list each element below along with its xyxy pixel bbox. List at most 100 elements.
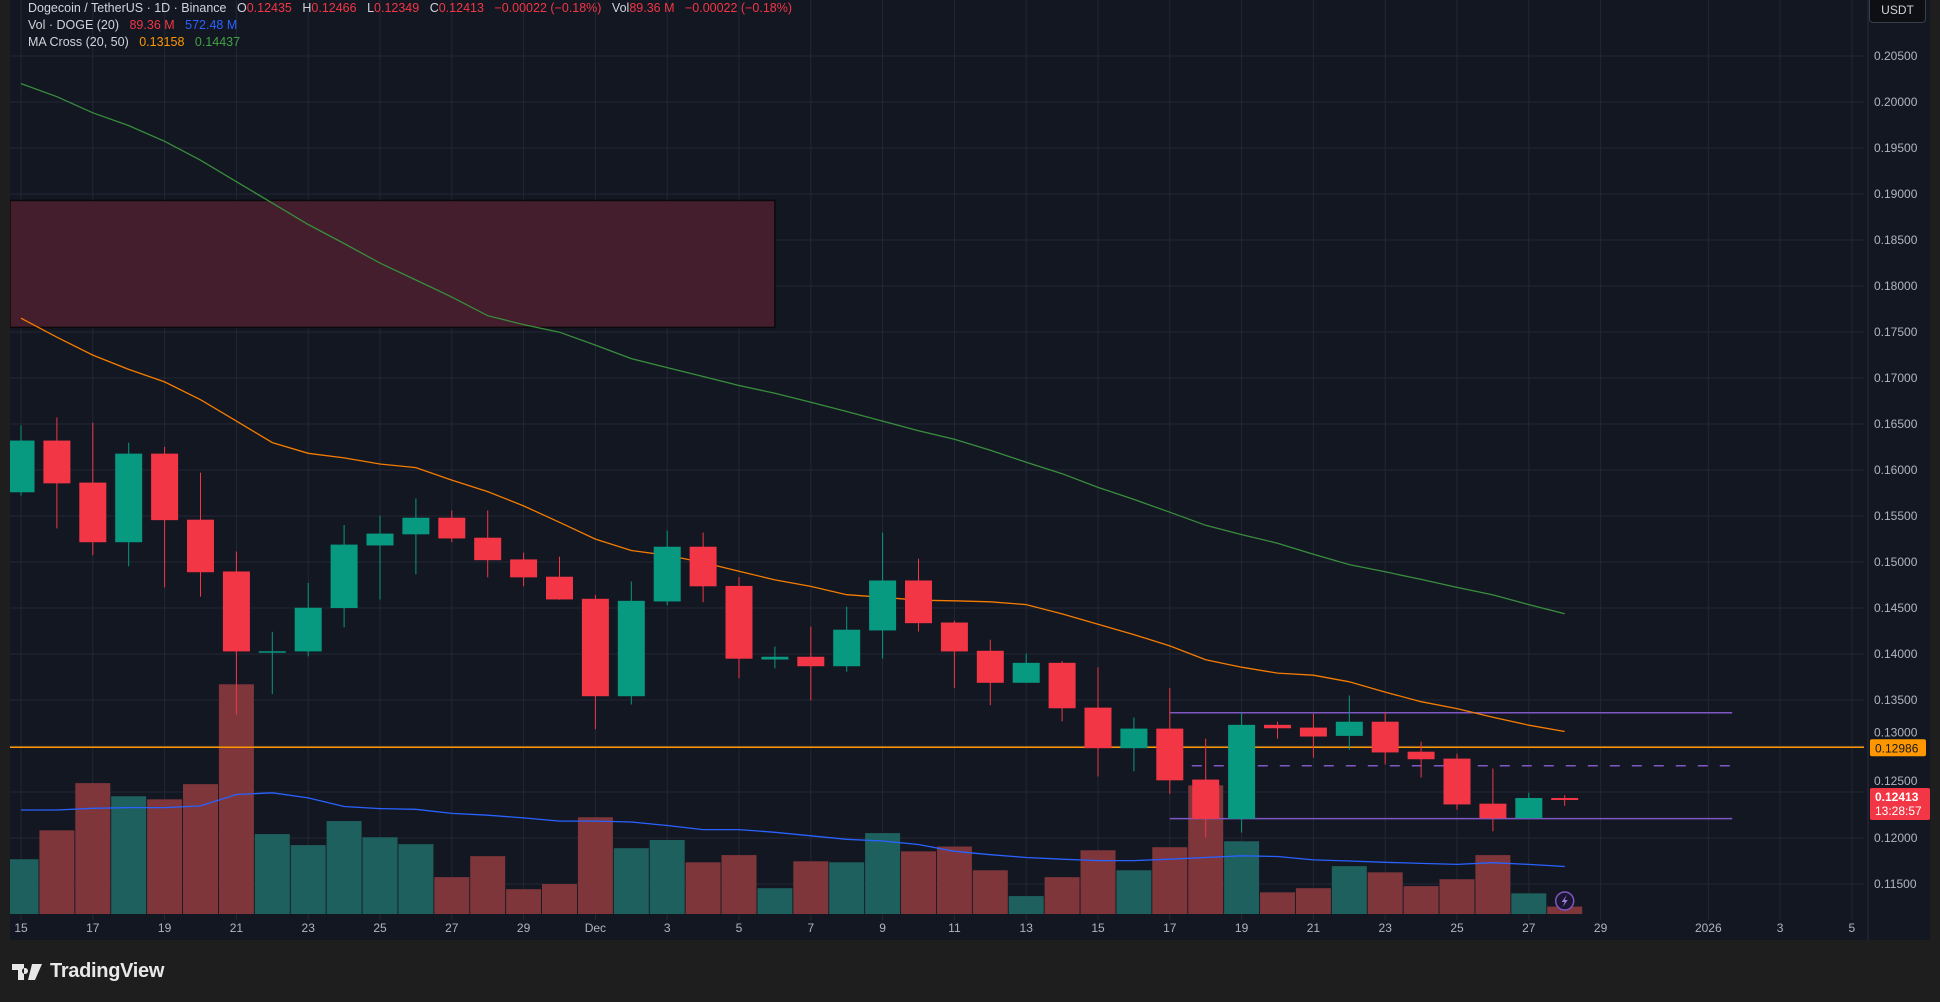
candle [761, 646, 789, 669]
candle-body [79, 482, 107, 543]
volume-bar [1331, 866, 1367, 914]
candle-body [1335, 721, 1363, 736]
volume-bar [829, 862, 865, 914]
volume-bar [111, 796, 147, 914]
candle [294, 582, 322, 657]
volume-bar [1260, 892, 1295, 914]
volume-bar [577, 817, 613, 914]
candle-body [1551, 797, 1579, 801]
volume-bar [1439, 879, 1475, 914]
open-label: O [236, 1, 247, 15]
time-tick-label: 15 [1091, 921, 1105, 935]
time-tick-label: 11 [948, 921, 961, 935]
candle-body [1264, 724, 1291, 729]
countdown-timer: 13:28:57 [1875, 804, 1922, 818]
candle [222, 551, 250, 715]
volume-bar [793, 861, 829, 914]
candle-body [905, 580, 932, 624]
price-tick-label: 0.20500 [1874, 49, 1918, 63]
time-tick-label: 29 [517, 921, 531, 935]
lightning-glyph [1561, 895, 1568, 907]
candle-body [581, 598, 609, 697]
price-tick-label: 0.18000 [1874, 279, 1918, 293]
price-tick-label: 0.18500 [1874, 233, 1918, 247]
ma-cross-title[interactable]: MA Cross (20, 50) [28, 35, 129, 49]
time-tick-label: 7 [807, 921, 814, 935]
volume-indicator-value: 89.36 M [129, 18, 175, 32]
price-tick-label: 0.17500 [1874, 325, 1918, 339]
tradingview-logo[interactable]: TradingView [12, 960, 164, 983]
volume-bar [254, 834, 290, 914]
time-tick-label: 23 [1379, 921, 1393, 935]
candle-body [833, 629, 861, 667]
time-tick-label: 5 [736, 921, 743, 935]
time-tick-label: 9 [879, 921, 886, 935]
candle-body [294, 607, 322, 652]
time-tick-label: 19 [158, 921, 172, 935]
volume-change-value: −0.00022 (−0.18%) [684, 1, 792, 15]
price-tick-label: 0.16000 [1874, 463, 1918, 477]
volume-indicator-title[interactable]: Vol · DOGE (20) [28, 18, 119, 32]
candle-body [976, 650, 1004, 683]
candle [79, 422, 107, 556]
volume-bar [506, 889, 542, 914]
candle [1479, 768, 1507, 832]
candle [258, 631, 286, 695]
volume-label: Vol [611, 1, 630, 15]
candle [151, 446, 179, 588]
price-tick-label: 0.20000 [1874, 95, 1918, 109]
ma20-value: 0.13158 [139, 35, 185, 49]
time-tick-label: 17 [86, 921, 100, 935]
candle-body [1048, 662, 1076, 709]
candle-body [43, 440, 71, 484]
time-tick-label: 25 [1450, 921, 1464, 935]
ma50-value: 0.14437 [194, 35, 241, 49]
candle [1299, 713, 1327, 758]
volume-bar [39, 830, 75, 914]
currency-button[interactable]: USDT [1869, 0, 1926, 23]
ma20-line [20, 317, 1565, 733]
volume-ma-value: 572.48 M [185, 18, 238, 32]
price-axis-background [1870, 0, 1930, 925]
candle [366, 515, 394, 600]
candle [869, 532, 897, 659]
volume-bar [1511, 893, 1547, 914]
volume-bar [434, 877, 470, 914]
horizontal-level-label-bg [1870, 739, 1926, 757]
candle-body [1228, 724, 1256, 819]
symbol-title[interactable]: Dogecoin / TetherUS · 1D · Binance [28, 1, 227, 15]
high-value: 0.12466 [311, 1, 357, 15]
price-chart[interactable]: 0.20500 0.20000 0.19500 0.19000 0.18500 0.180… [10, 0, 1930, 940]
symbol-legend[interactable]: Dogecoin / TetherUS · 1D · Binance O 0.12… [28, 1, 792, 16]
volume-bar [1295, 888, 1331, 914]
volume-bar [685, 862, 721, 914]
time-tick-label: 17 [1163, 921, 1177, 935]
candle [1551, 795, 1579, 806]
chart-panel[interactable]: 0.20500 0.20000 0.19500 0.19000 0.18500 0.180… [10, 0, 1930, 940]
candle-body [869, 580, 897, 631]
candle [1012, 653, 1040, 683]
candle [1515, 792, 1543, 819]
volume-bar [290, 845, 326, 914]
candle [1335, 695, 1363, 750]
volume-bar [1224, 841, 1260, 914]
candle [1228, 712, 1256, 833]
ma-cross-legend[interactable]: MA Cross (20, 50) 0.13158 0.14437 [28, 35, 240, 50]
candle-body [10, 440, 35, 493]
candle-body [1443, 758, 1471, 805]
candle-body [438, 517, 466, 539]
volume-bar [1116, 870, 1152, 914]
volume-bar [362, 837, 398, 914]
candle-body [115, 453, 143, 543]
candle-body [187, 519, 214, 573]
volume-bar [10, 859, 39, 914]
price-tick-label: 0.11500 [1874, 877, 1917, 891]
volume-bar [1403, 886, 1439, 914]
candle [1120, 717, 1148, 772]
close-label: C [429, 1, 439, 15]
volume-bars [10, 684, 1583, 914]
volume-indicator-legend[interactable]: Vol · DOGE (20) 89.36 M 572.48 M [28, 18, 237, 33]
candle-body [689, 546, 717, 587]
volume-bar [972, 870, 1008, 914]
candle [330, 525, 358, 628]
